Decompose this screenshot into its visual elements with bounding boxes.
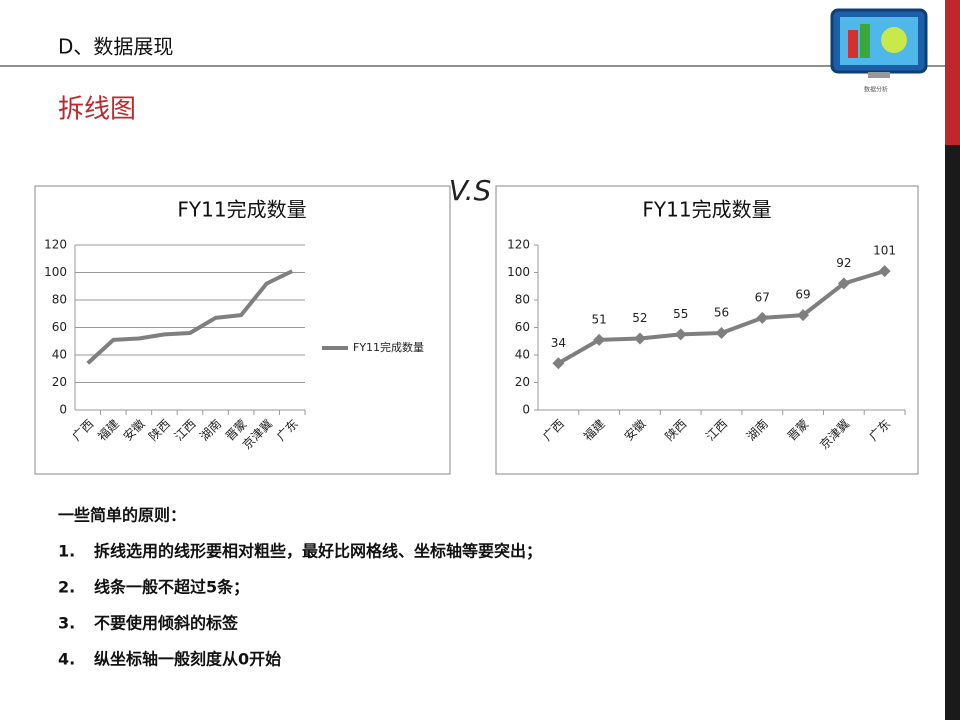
list-item: 线条一般不超过5条；: [94, 578, 249, 597]
y-tick-label: 120: [44, 238, 67, 252]
y-tick-label: 20: [515, 375, 530, 389]
side-accent: [945, 0, 960, 145]
data-label: 34: [551, 336, 566, 350]
point-marker: [593, 333, 606, 346]
chart-title: FY11完成数量: [642, 198, 771, 222]
list-number: 2.: [58, 578, 75, 597]
y-tick-label: 0: [522, 403, 530, 417]
icon-bar: [848, 30, 858, 58]
point-marker: [756, 311, 769, 324]
y-tick-label: 120: [507, 238, 530, 252]
list-number: 4.: [58, 650, 75, 669]
chart-frame: [495, 185, 919, 475]
data-label: 56: [714, 306, 729, 320]
data-label: 92: [836, 256, 851, 270]
list-number: 3.: [58, 614, 75, 633]
point-marker: [552, 357, 565, 370]
icon-bar: [860, 24, 870, 58]
section-title: 拆线图: [58, 95, 136, 125]
point-marker: [633, 332, 646, 345]
y-tick-label: 40: [52, 348, 67, 362]
chart-title: FY11完成数量: [177, 198, 306, 222]
y-tick-label: 80: [52, 293, 67, 307]
legend-label: FY11完成数量: [353, 340, 424, 354]
data-label: 52: [632, 311, 647, 325]
icon-pie: [881, 27, 907, 53]
vs-label: V.S: [449, 174, 492, 207]
principles-heading: 一些简单的原则：: [58, 506, 186, 525]
y-tick-label: 60: [515, 320, 530, 334]
y-tick-label: 100: [44, 265, 67, 279]
point-marker: [878, 265, 891, 278]
list-item: 拆线选用的线形要相对粗些，最好比网格线、坐标轴等要突出；: [94, 542, 542, 561]
side-bar: [945, 0, 960, 720]
y-tick-label: 100: [507, 265, 530, 279]
chart-frame: [34, 185, 451, 475]
logo: 数据分析: [830, 8, 928, 94]
y-tick-label: 60: [52, 320, 67, 334]
list-item: 不要使用倾斜的标签: [94, 614, 239, 633]
data-label: 101: [873, 244, 896, 258]
list-number: 1.: [58, 542, 75, 561]
y-tick-label: 80: [515, 293, 530, 307]
data-label: 69: [795, 288, 810, 302]
list-item: 纵坐标轴一般刻度从0开始: [94, 650, 281, 669]
logo-caption: 数据分析: [864, 86, 888, 94]
point-marker: [715, 327, 728, 339]
monitor-stand: [868, 72, 890, 78]
point-marker: [674, 328, 687, 341]
data-label: 55: [673, 307, 688, 321]
data-label: 67: [755, 290, 770, 304]
header-title: D、数据展现: [58, 35, 173, 59]
y-tick-label: 0: [59, 403, 67, 417]
data-label: 51: [592, 312, 607, 326]
y-tick-label: 20: [52, 375, 67, 389]
y-tick-label: 40: [515, 348, 530, 362]
series-line: [86, 269, 294, 365]
point-marker: [797, 309, 810, 322]
point-marker: [837, 277, 850, 290]
